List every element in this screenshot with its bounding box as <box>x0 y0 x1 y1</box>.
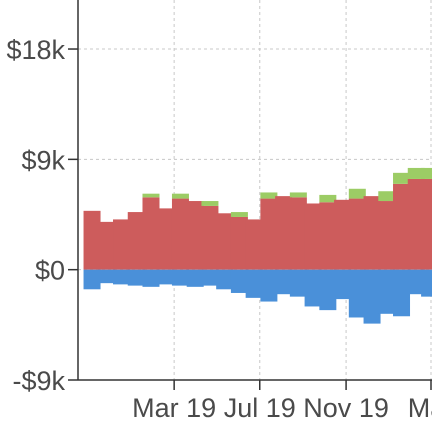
bar-red <box>348 198 366 270</box>
bar-blue <box>216 269 234 290</box>
x-tick-label: Mar 19 <box>132 393 216 423</box>
bar-blue <box>393 269 411 317</box>
bars <box>83 167 432 324</box>
bar-green <box>393 172 411 184</box>
bar-blue <box>157 269 175 285</box>
y-tick-label: $9k <box>21 145 65 175</box>
bar-red <box>157 208 175 270</box>
axes <box>68 0 432 390</box>
bar-blue <box>421 269 432 297</box>
bar-red <box>421 178 432 270</box>
y-tick-label: $0 <box>35 256 65 286</box>
bar-red <box>98 221 116 270</box>
bar-blue <box>171 269 189 286</box>
x-tick-label: Nov 19 <box>303 393 389 423</box>
bar-red <box>245 219 263 270</box>
bar-blue <box>127 269 145 286</box>
bar-blue <box>407 269 425 295</box>
bar-blue <box>289 269 307 297</box>
bar-blue <box>201 269 219 286</box>
bar-red <box>230 216 248 270</box>
bar-blue <box>304 269 322 307</box>
bar-green <box>378 191 396 202</box>
bar-red <box>334 199 352 270</box>
bar-green <box>348 188 366 199</box>
bar-red <box>260 198 278 270</box>
bar-red <box>142 197 160 270</box>
bar-blue <box>260 269 278 302</box>
bar-green <box>171 193 189 199</box>
bar-red <box>83 210 101 270</box>
bar-blue <box>245 269 263 298</box>
bar-blue <box>83 269 101 290</box>
bar-red <box>289 197 307 270</box>
bar-red <box>319 202 337 270</box>
bar-green <box>407 167 425 179</box>
bar-green <box>289 192 307 198</box>
bar-blue <box>98 269 116 284</box>
y-tick-label: -$9k <box>12 366 65 396</box>
bar-red <box>363 196 381 270</box>
bar-green <box>260 192 278 199</box>
bar-red <box>216 213 234 270</box>
bar-green <box>201 201 219 206</box>
bar-red <box>171 198 189 270</box>
bar-blue <box>348 269 366 318</box>
bar-blue <box>230 269 248 293</box>
bar-blue <box>142 269 160 287</box>
bar-red <box>127 212 145 270</box>
bar-green <box>319 194 337 203</box>
bar-red <box>201 205 219 270</box>
bar-blue <box>363 269 381 324</box>
bar-red <box>378 201 396 270</box>
bar-green <box>230 212 248 217</box>
bar-blue <box>275 269 293 295</box>
bar-blue <box>113 269 131 285</box>
bar-green <box>142 193 160 198</box>
bar-red <box>275 196 293 270</box>
bar-blue <box>334 269 352 300</box>
bar-red <box>304 203 322 270</box>
bar-blue <box>378 269 396 314</box>
x-tick-label: Mar <box>408 393 432 423</box>
bar-red <box>186 201 204 270</box>
bar-red <box>113 219 131 270</box>
y-tick-label: $18k <box>6 35 65 65</box>
bar-blue <box>319 269 337 311</box>
bar-red <box>407 178 425 270</box>
bar-blue <box>186 269 204 287</box>
bar-green <box>421 167 432 179</box>
bar-red <box>393 183 411 270</box>
x-tick-label: Jul 19 <box>224 393 296 423</box>
